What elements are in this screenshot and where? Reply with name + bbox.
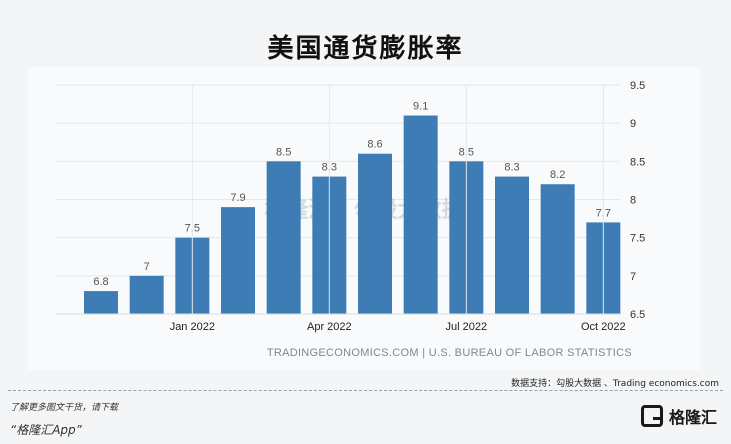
bar-10 [540,184,575,314]
bar-1 [129,275,164,314]
y-tick-label-6: 9.5 [630,80,645,92]
bar-value-label-10: 8.2 [550,169,565,181]
footer-divider [8,390,723,391]
bar-6 [358,153,392,314]
y-tick-label-5: 9 [630,118,636,130]
x-tick-label-3: Oct 2022 [581,321,626,333]
chart-card: 6.577.588.599.5格隆汇 | 勾股大数据6.877.57.98.58… [28,67,700,370]
y-tick-label-4: 8.5 [630,156,645,168]
bar-9 [495,176,529,314]
chart-source: TRADINGECONOMICS.COM | U.S. BUREAU OF LA… [267,347,632,359]
bar-value-label-9: 8.3 [504,162,519,174]
y-tick-label-2: 7.5 [630,233,645,245]
download-text: 了解更多图文干货，请下载 [10,403,119,413]
bar-value-label-0: 6.8 [93,276,108,288]
x-tick-label-1: Apr 2022 [307,321,352,333]
y-tick-label-0: 6.5 [630,309,645,321]
y-tick-label-1: 7 [630,271,636,283]
x-tick-label-0: Jan 2022 [170,321,215,333]
page-title: 美国通货膨胀率 [267,34,464,64]
bar-value-label-7: 9.1 [413,101,428,113]
bar-4 [266,161,301,314]
gelonghui-logo-icon [640,405,663,427]
data-source-note: 数据支持：勾股大数据 、Trading economics.com [511,379,719,389]
bar-value-label-1: 7 [144,261,150,273]
bar-7 [403,115,438,315]
bar-value-label-3: 7.9 [230,192,245,204]
app-name: “格隆汇App” [10,423,82,437]
footer-download: 了解更多图文干货，请下载 “格隆汇App” [10,400,118,438]
bar-3 [221,207,255,314]
y-tick-label-3: 8 [630,195,636,207]
x-tick-label-2: Jul 2022 [446,321,488,333]
logo-text: 格隆汇 [668,408,717,427]
bar-chart: 6.577.588.599.5格隆汇 | 勾股大数据6.877.57.98.58… [56,80,645,359]
footer-logo: 格隆汇 [640,404,717,428]
bar-value-label-6: 8.6 [367,139,382,151]
bar-value-label-4: 8.5 [276,146,291,158]
bar-0 [84,291,118,314]
